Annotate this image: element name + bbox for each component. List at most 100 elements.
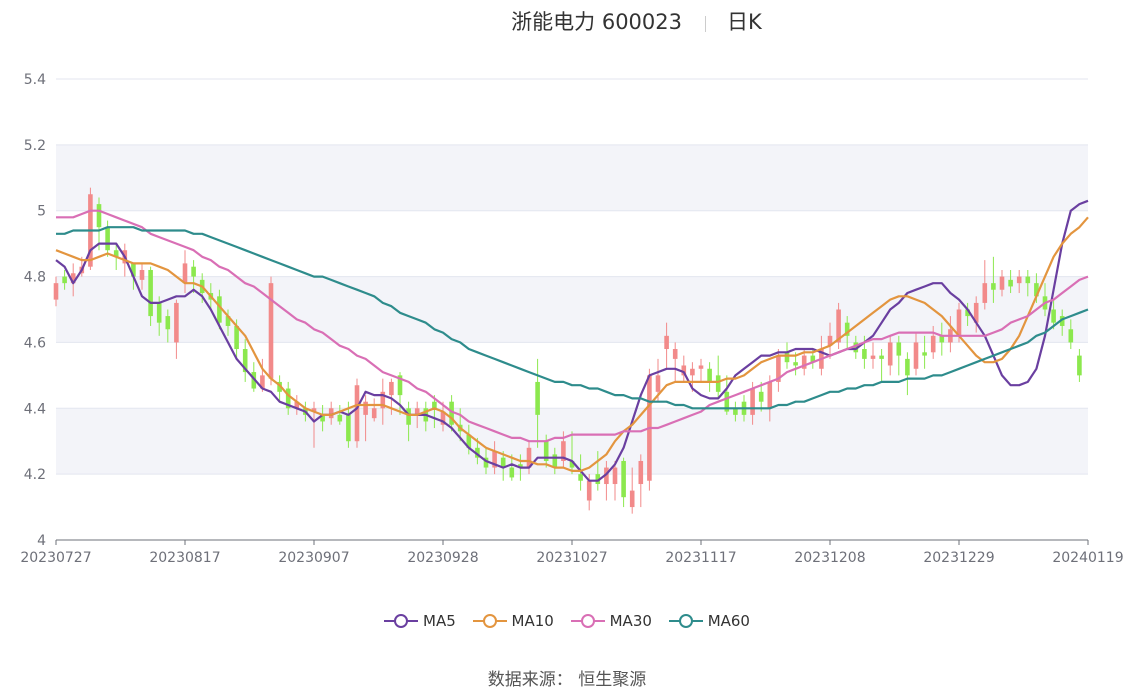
- candle-body: [483, 457, 489, 468]
- candle-body: [612, 467, 618, 485]
- candle-body: [552, 454, 558, 468]
- candle-body: [939, 335, 945, 343]
- y-tick-label: 4: [37, 533, 46, 549]
- x-tick-label: 20231027: [536, 550, 607, 566]
- legend-ma30-label: MA30: [609, 612, 652, 630]
- legend-ma5-label: MA5: [423, 612, 456, 630]
- candle-body: [543, 441, 549, 461]
- x-tick-label: 20230928: [407, 550, 478, 566]
- title-divider: [705, 16, 706, 32]
- candle-body: [182, 263, 188, 284]
- candle-body: [561, 441, 566, 461]
- candle-body: [1077, 355, 1082, 376]
- candle-body: [1025, 276, 1031, 284]
- candle-body: [862, 349, 867, 359]
- candle-body: [371, 408, 377, 419]
- candle-body: [156, 302, 162, 323]
- legend-item-ma10[interactable]: MA10: [472, 612, 554, 630]
- chart-legend: MA5 MA10 MA30 MA60: [0, 612, 1134, 633]
- candle-body: [285, 388, 291, 409]
- grid-band: [56, 144, 1088, 211]
- candle-body: [879, 355, 884, 359]
- candle-body: [595, 474, 601, 485]
- legend-item-ma60[interactable]: MA60: [668, 612, 750, 630]
- candle-body: [672, 349, 678, 359]
- candle-body: [509, 467, 515, 478]
- y-tick-label: 5.4: [24, 72, 46, 88]
- candle-body: [1034, 283, 1039, 297]
- candle-body: [870, 355, 876, 359]
- candle-body: [500, 457, 506, 468]
- candle-body: [466, 434, 472, 448]
- candle-body: [733, 408, 738, 415]
- candle-body: [1016, 276, 1022, 284]
- candle-body: [767, 381, 773, 409]
- y-tick-label: 5: [37, 204, 46, 220]
- legend-ma30-symbol: [570, 614, 605, 628]
- legend-item-ma30[interactable]: MA30: [570, 612, 652, 630]
- candle-body: [784, 352, 790, 363]
- candle-body: [913, 342, 919, 369]
- x-tick-label: 20230817: [149, 550, 220, 566]
- x-tick-label: 20231229: [923, 550, 994, 566]
- candle-body: [432, 401, 437, 409]
- candle-body: [1008, 279, 1013, 287]
- candle-body: [346, 414, 351, 442]
- legend-item-ma5[interactable]: MA5: [384, 612, 456, 630]
- candle-body: [690, 368, 695, 376]
- candle-body: [1051, 309, 1056, 323]
- x-tick-label: 20231208: [794, 550, 865, 566]
- candle-body: [896, 342, 902, 356]
- candle-body: [397, 375, 403, 396]
- candle-body: [311, 408, 317, 412]
- candle-body: [836, 309, 841, 343]
- candle-body: [844, 322, 850, 336]
- candle-body: [251, 372, 257, 389]
- candle-body: [1068, 329, 1074, 343]
- candle-body: [234, 325, 239, 350]
- candle-body: [165, 316, 171, 330]
- candle-body: [139, 269, 145, 280]
- candle-body: [569, 460, 575, 468]
- candle-body: [96, 204, 102, 228]
- ma30-line: [56, 209, 1089, 443]
- candle-body: [105, 227, 110, 251]
- candle-body: [715, 375, 721, 392]
- candle-body: [320, 414, 325, 422]
- candle-body: [380, 391, 386, 409]
- candlestick-chart: 4 4.2 4.4 4.6 4.8 5 5.2 5.4 20230727 20230817 2023…: [20, 72, 1123, 566]
- candle-body: [991, 283, 996, 290]
- candle-body: [621, 460, 626, 498]
- candle-body: [853, 342, 859, 353]
- candle-body: [113, 250, 119, 257]
- candle-body: [174, 302, 179, 343]
- candle-body: [827, 335, 833, 346]
- candle-body: [277, 381, 282, 392]
- y-tick-label: 4.2: [24, 467, 46, 483]
- candle-body: [535, 381, 540, 415]
- candle-body: [810, 355, 816, 363]
- y-tick-label: 5.2: [24, 138, 46, 154]
- candle-body: [664, 335, 669, 350]
- candle-body: [887, 342, 893, 366]
- candle-body: [965, 309, 970, 317]
- candle-body: [354, 385, 360, 442]
- legend-ma10-label: MA10: [511, 612, 554, 630]
- y-tick-label: 4.4: [24, 401, 46, 417]
- candle-body: [268, 283, 274, 379]
- candle-body: [260, 375, 265, 389]
- candle-body: [449, 401, 454, 425]
- candle-body: [801, 355, 807, 369]
- y-tick-label: 4.6: [24, 335, 46, 351]
- candle-body: [363, 401, 368, 415]
- candle-body: [586, 480, 592, 501]
- candle-body: [389, 381, 394, 396]
- ma5-line: [55, 199, 1089, 482]
- candle-body: [750, 388, 755, 415]
- candle-body: [758, 391, 764, 402]
- x-tick-label: 20230907: [278, 550, 349, 566]
- period-label: 日K: [727, 10, 762, 34]
- ma10-line: [55, 216, 1089, 472]
- candle-body: [973, 302, 979, 323]
- candle-body: [414, 408, 420, 415]
